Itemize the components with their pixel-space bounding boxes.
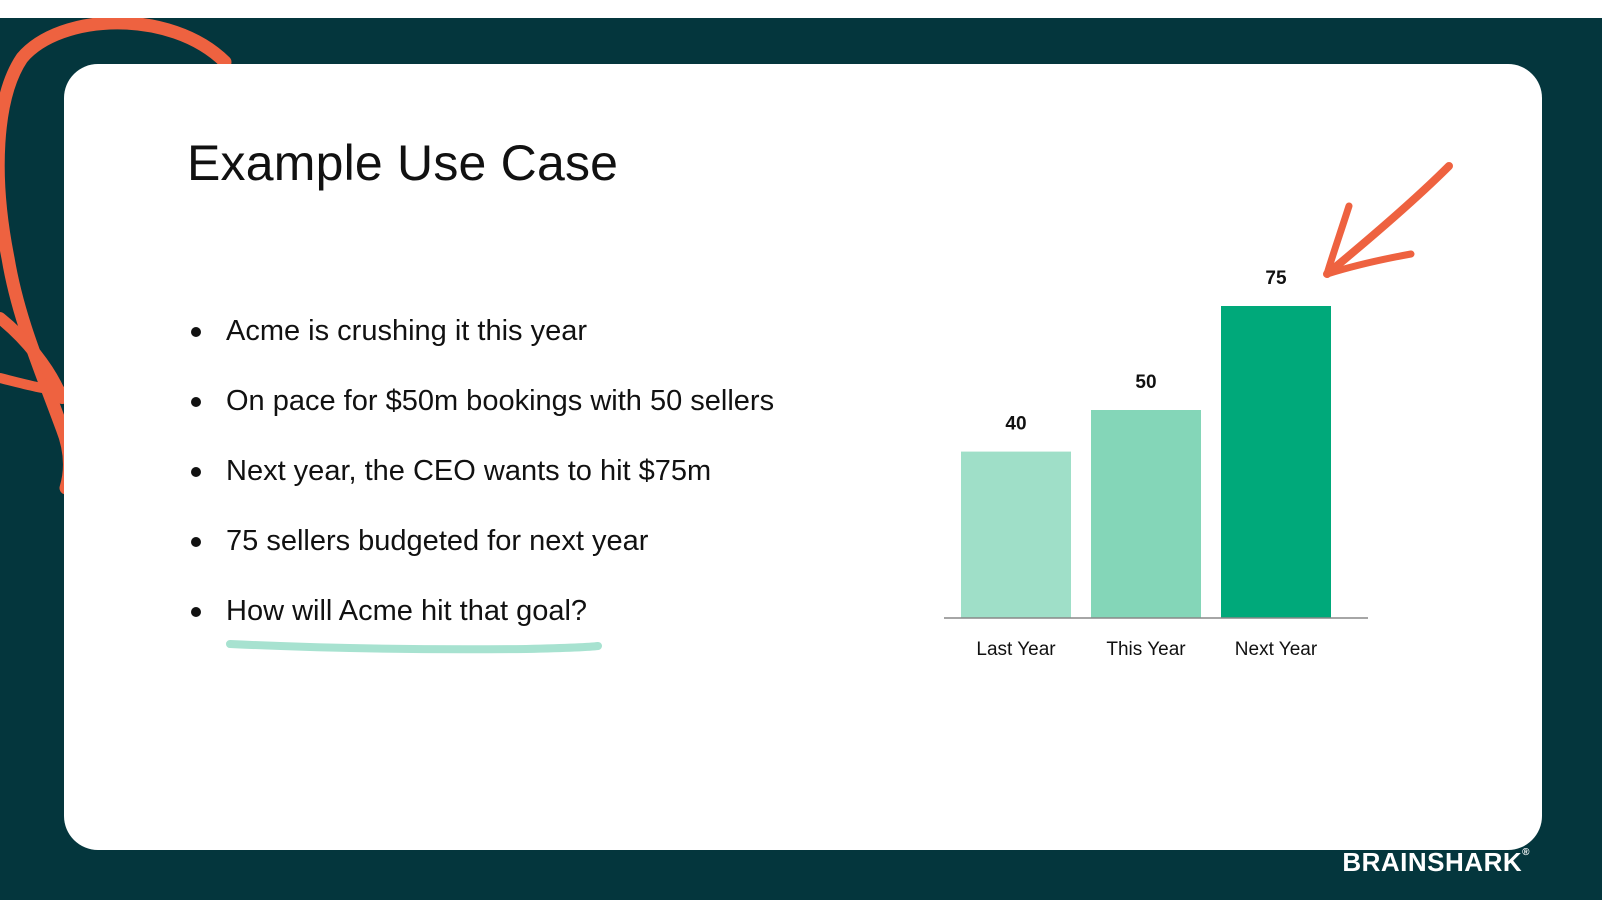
bullet-item: On pace for $50m bookings with 50 seller…	[188, 381, 774, 451]
bullet-dot-icon	[191, 327, 201, 337]
bullet-item: 75 sellers budgeted for next year	[188, 521, 774, 591]
bar-value-label: 50	[1135, 372, 1156, 393]
bar-last-year	[961, 451, 1071, 618]
pointer-arrow-icon	[1323, 162, 1453, 278]
bullet-text: Next year, the CEO wants to hit $75m	[226, 455, 712, 487]
category-label: Next Year	[1235, 639, 1318, 660]
slide-background: Example Use Case Acme is crushing it thi…	[0, 18, 1602, 900]
bullet-dot-icon	[191, 467, 201, 477]
bar-chart: 40 Last Year 50 This Year 75 Next Year	[944, 268, 1368, 660]
bar-this-year	[1091, 410, 1201, 618]
content-card: Example Use Case Acme is crushing it thi…	[64, 64, 1542, 850]
bullet-text: 75 sellers budgeted for next year	[226, 525, 649, 557]
bullet-item: How will Acme hit that goal?	[188, 591, 774, 661]
category-label: This Year	[1106, 639, 1186, 660]
slide-title: Example Use Case	[187, 135, 619, 191]
bullet-text: Acme is crushing it this year	[226, 315, 588, 347]
bullet-dot-icon	[191, 537, 201, 547]
bar-value-label: 75	[1265, 268, 1287, 289]
bullet-item: Next year, the CEO wants to hit $75m	[188, 451, 774, 521]
category-label: Last Year	[976, 639, 1056, 660]
brand-logo: BRAINSHARK®	[1342, 847, 1530, 878]
bullet-dot-icon	[191, 397, 201, 407]
brand-trademark: ®	[1522, 847, 1530, 858]
bullet-item: Acme is crushing it this year	[188, 311, 774, 381]
bullet-text: How will Acme hit that goal?	[226, 595, 588, 627]
highlight-underline	[226, 640, 602, 654]
bullet-list: Acme is crushing it this year On pace fo…	[188, 311, 774, 661]
brand-name: BRAINSHARK	[1342, 847, 1523, 877]
bullet-text: On pace for $50m bookings with 50 seller…	[226, 385, 775, 417]
bar-next-year	[1221, 306, 1331, 618]
bullet-dot-icon	[191, 607, 201, 617]
decorative-swirl-icon	[0, 18, 232, 495]
bar-value-label: 40	[1005, 414, 1026, 435]
